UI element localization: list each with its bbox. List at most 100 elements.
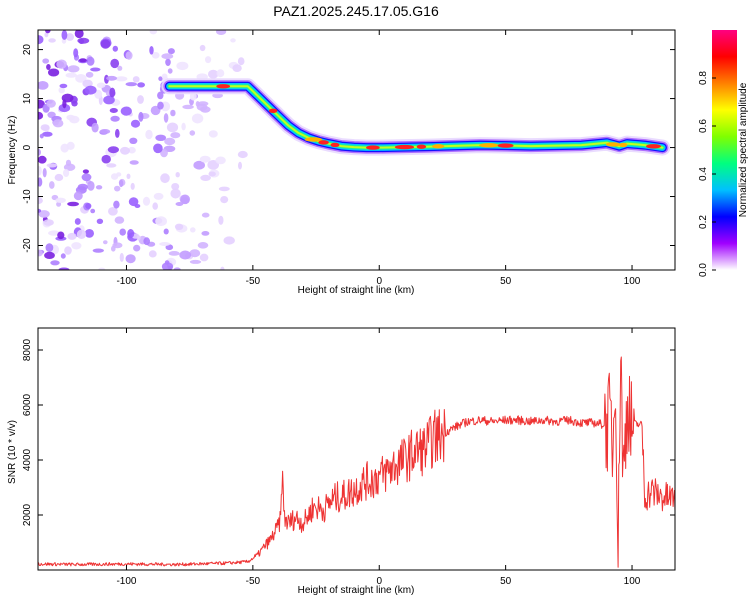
noise-blob [152,202,158,210]
noise-blob [84,85,97,95]
noise-blob [42,168,47,178]
noise-blob [57,231,65,240]
noise-blob [160,148,168,158]
track-peak [605,142,621,147]
noise-blob [182,104,194,110]
noise-blob [103,95,115,105]
noise-blob [153,192,164,200]
noise-blob [85,71,94,78]
noise-blob [59,83,68,89]
noise-blob [129,137,138,144]
noise-blob [90,208,96,214]
snr-y-tick-label: 4000 [22,448,33,471]
noise-blob [112,242,123,249]
noise-blob [143,237,150,246]
noise-blob [119,228,126,236]
noise-blob [173,267,181,270]
snr-panel: -100 -50 0 50 100 2000 4000 6000 8000 Height of… [7,327,676,596]
noise-blob [96,218,104,224]
noise-blob [117,65,123,71]
noise-blob [56,59,67,69]
noise-blob [220,266,225,270]
noise-blob [38,155,47,164]
noise-blob [136,235,141,241]
noise-blob [76,229,87,239]
track-peak [497,143,514,148]
noise-blob [237,57,245,66]
snr-y-tick-label: 6000 [22,393,33,416]
noise-blob [46,64,51,70]
noise-blob [61,93,74,103]
noise-blob [52,119,64,128]
noise-blob [163,113,169,123]
noise-blob [199,155,211,163]
noise-blob [127,146,136,154]
snr-x-tick-label: 50 [500,576,512,587]
noise-blob [158,76,163,81]
noise-blob [54,173,64,182]
noise-blob [92,248,105,253]
noise-blob [38,35,44,45]
chart-title: PAZ1.2025.245.17.05.G16 [273,3,439,19]
noise-blob [170,109,176,117]
noise-blob [155,216,168,227]
noise-blob [112,45,119,52]
noise-blob [103,240,108,245]
noise-blob [87,181,95,191]
noise-blob [161,53,174,60]
snr-y-ticks: 2000 4000 6000 8000 [22,338,675,526]
noise-blob [199,44,206,52]
noise-blob [67,201,79,207]
spectrogram-y-tick-label: 10 [22,93,33,105]
noise-blob [73,48,79,58]
noise-blob [71,242,82,250]
snr-x-ticks: -100 -50 0 50 100 [116,328,641,587]
noise-blob [38,208,42,213]
track-peak [318,140,329,145]
noise-blob [79,58,87,63]
noise-blob [109,87,116,98]
noise-blob [133,244,141,252]
noise-blob [91,122,99,133]
noise-blob [175,172,180,178]
noise-blob [148,250,157,258]
noise-blob [208,171,216,177]
noise-blob [63,163,76,171]
noise-blob [42,131,53,137]
noise-blob [232,64,242,72]
colorbar-tick-label: 0.4 [698,167,709,181]
noise-blob [46,163,58,168]
noise-blob [199,253,209,262]
spectrogram-x-tick-label: 100 [624,276,641,287]
noise-blob [153,143,163,154]
noise-blob [189,249,201,258]
noise-blob [82,169,89,174]
noise-blob [218,186,230,192]
noise-blob [145,129,153,140]
noise-blob [119,179,124,188]
noise-blob [66,114,75,121]
noise-blob [40,124,50,131]
noise-blob [127,229,135,239]
noise-blob [175,202,184,206]
noise-blob [128,197,139,207]
noise-blob [45,30,51,34]
noise-blob [74,30,84,39]
spectrogram-y-tick-label: -10 [22,189,33,204]
noise-blob [189,259,202,264]
spectrogram-x-ticks: -100 -50 0 50 100 [116,30,641,287]
noise-blob [207,160,219,170]
noise-blob [129,160,139,165]
noise-blob [42,58,50,64]
spectrogram-y-ticks: -20 -10 0 10 20 [22,44,675,253]
noise-blob [101,154,111,164]
noise-blob [208,69,219,79]
track-peak [479,143,499,148]
noise-blob [63,169,70,177]
spectrogram-y-label: Frequency (Hz) [7,116,18,185]
track-peak [646,144,661,149]
noise-blob [38,177,43,187]
noise-blob [48,68,60,77]
spectral-track [161,78,671,156]
